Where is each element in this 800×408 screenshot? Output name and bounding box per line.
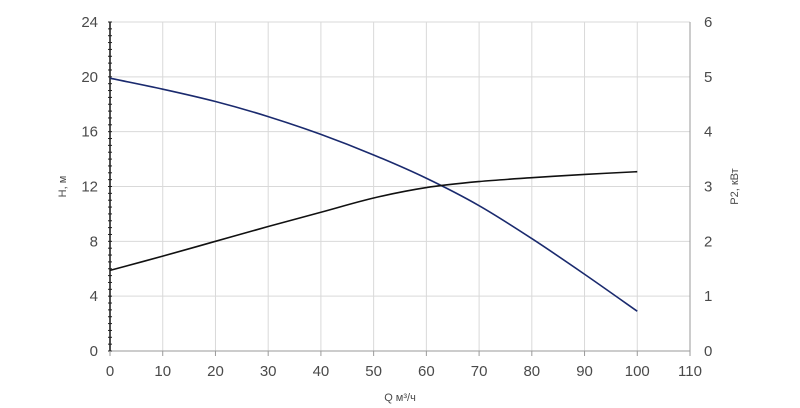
y-left-tick-label: 16 (81, 124, 98, 141)
x-tick-label: 10 (154, 363, 171, 380)
y-left-tick-label: 4 (90, 288, 98, 305)
y-left-tick-label: 20 (81, 69, 98, 86)
x-tick-label: 70 (471, 363, 488, 380)
y-right-tick-label: 6 (704, 14, 712, 31)
y-right-tick-label: 0 (704, 343, 712, 360)
y-left-tick-label: 12 (81, 179, 98, 196)
x-tick-label: 20 (207, 363, 224, 380)
x-tick-label: 110 (678, 363, 702, 380)
grid-lines (110, 21, 691, 351)
tick-labels: 0 10 20 30 40 50 60 70 80 90 100 110048121620240123… (81, 14, 712, 380)
axes (108, 21, 691, 356)
y-axis-right-title: P2, кВт (729, 168, 741, 204)
x-tick-label: 80 (523, 363, 540, 380)
y-left-tick-label: 0 (90, 343, 98, 360)
y-right-tick-label: 4 (704, 124, 712, 141)
head-curve-line (109, 77, 638, 312)
x-tick-label: 50 (365, 363, 382, 380)
x-axis-title: Q м³/ч (384, 392, 416, 404)
y-right-tick-label: 3 (704, 179, 712, 196)
y-axis-left-title: H, м (57, 176, 69, 198)
x-tick-label: 0 (106, 363, 114, 380)
y-right-tick-label: 1 (704, 288, 712, 305)
y-left-tick-label: 8 (90, 233, 98, 250)
x-tick-label: 60 (418, 363, 435, 380)
x-tick-label: 100 (625, 363, 650, 380)
y-right-tick-label: 5 (704, 69, 712, 86)
power-curve-line (109, 170, 638, 272)
x-tick-label: 40 (313, 363, 330, 380)
series-lines (109, 77, 638, 312)
x-tick-label: 30 (260, 363, 277, 380)
x-tick-label: 90 (576, 363, 593, 380)
y-right-tick-label: 2 (704, 233, 712, 250)
y-left-tick-label: 24 (81, 14, 98, 31)
